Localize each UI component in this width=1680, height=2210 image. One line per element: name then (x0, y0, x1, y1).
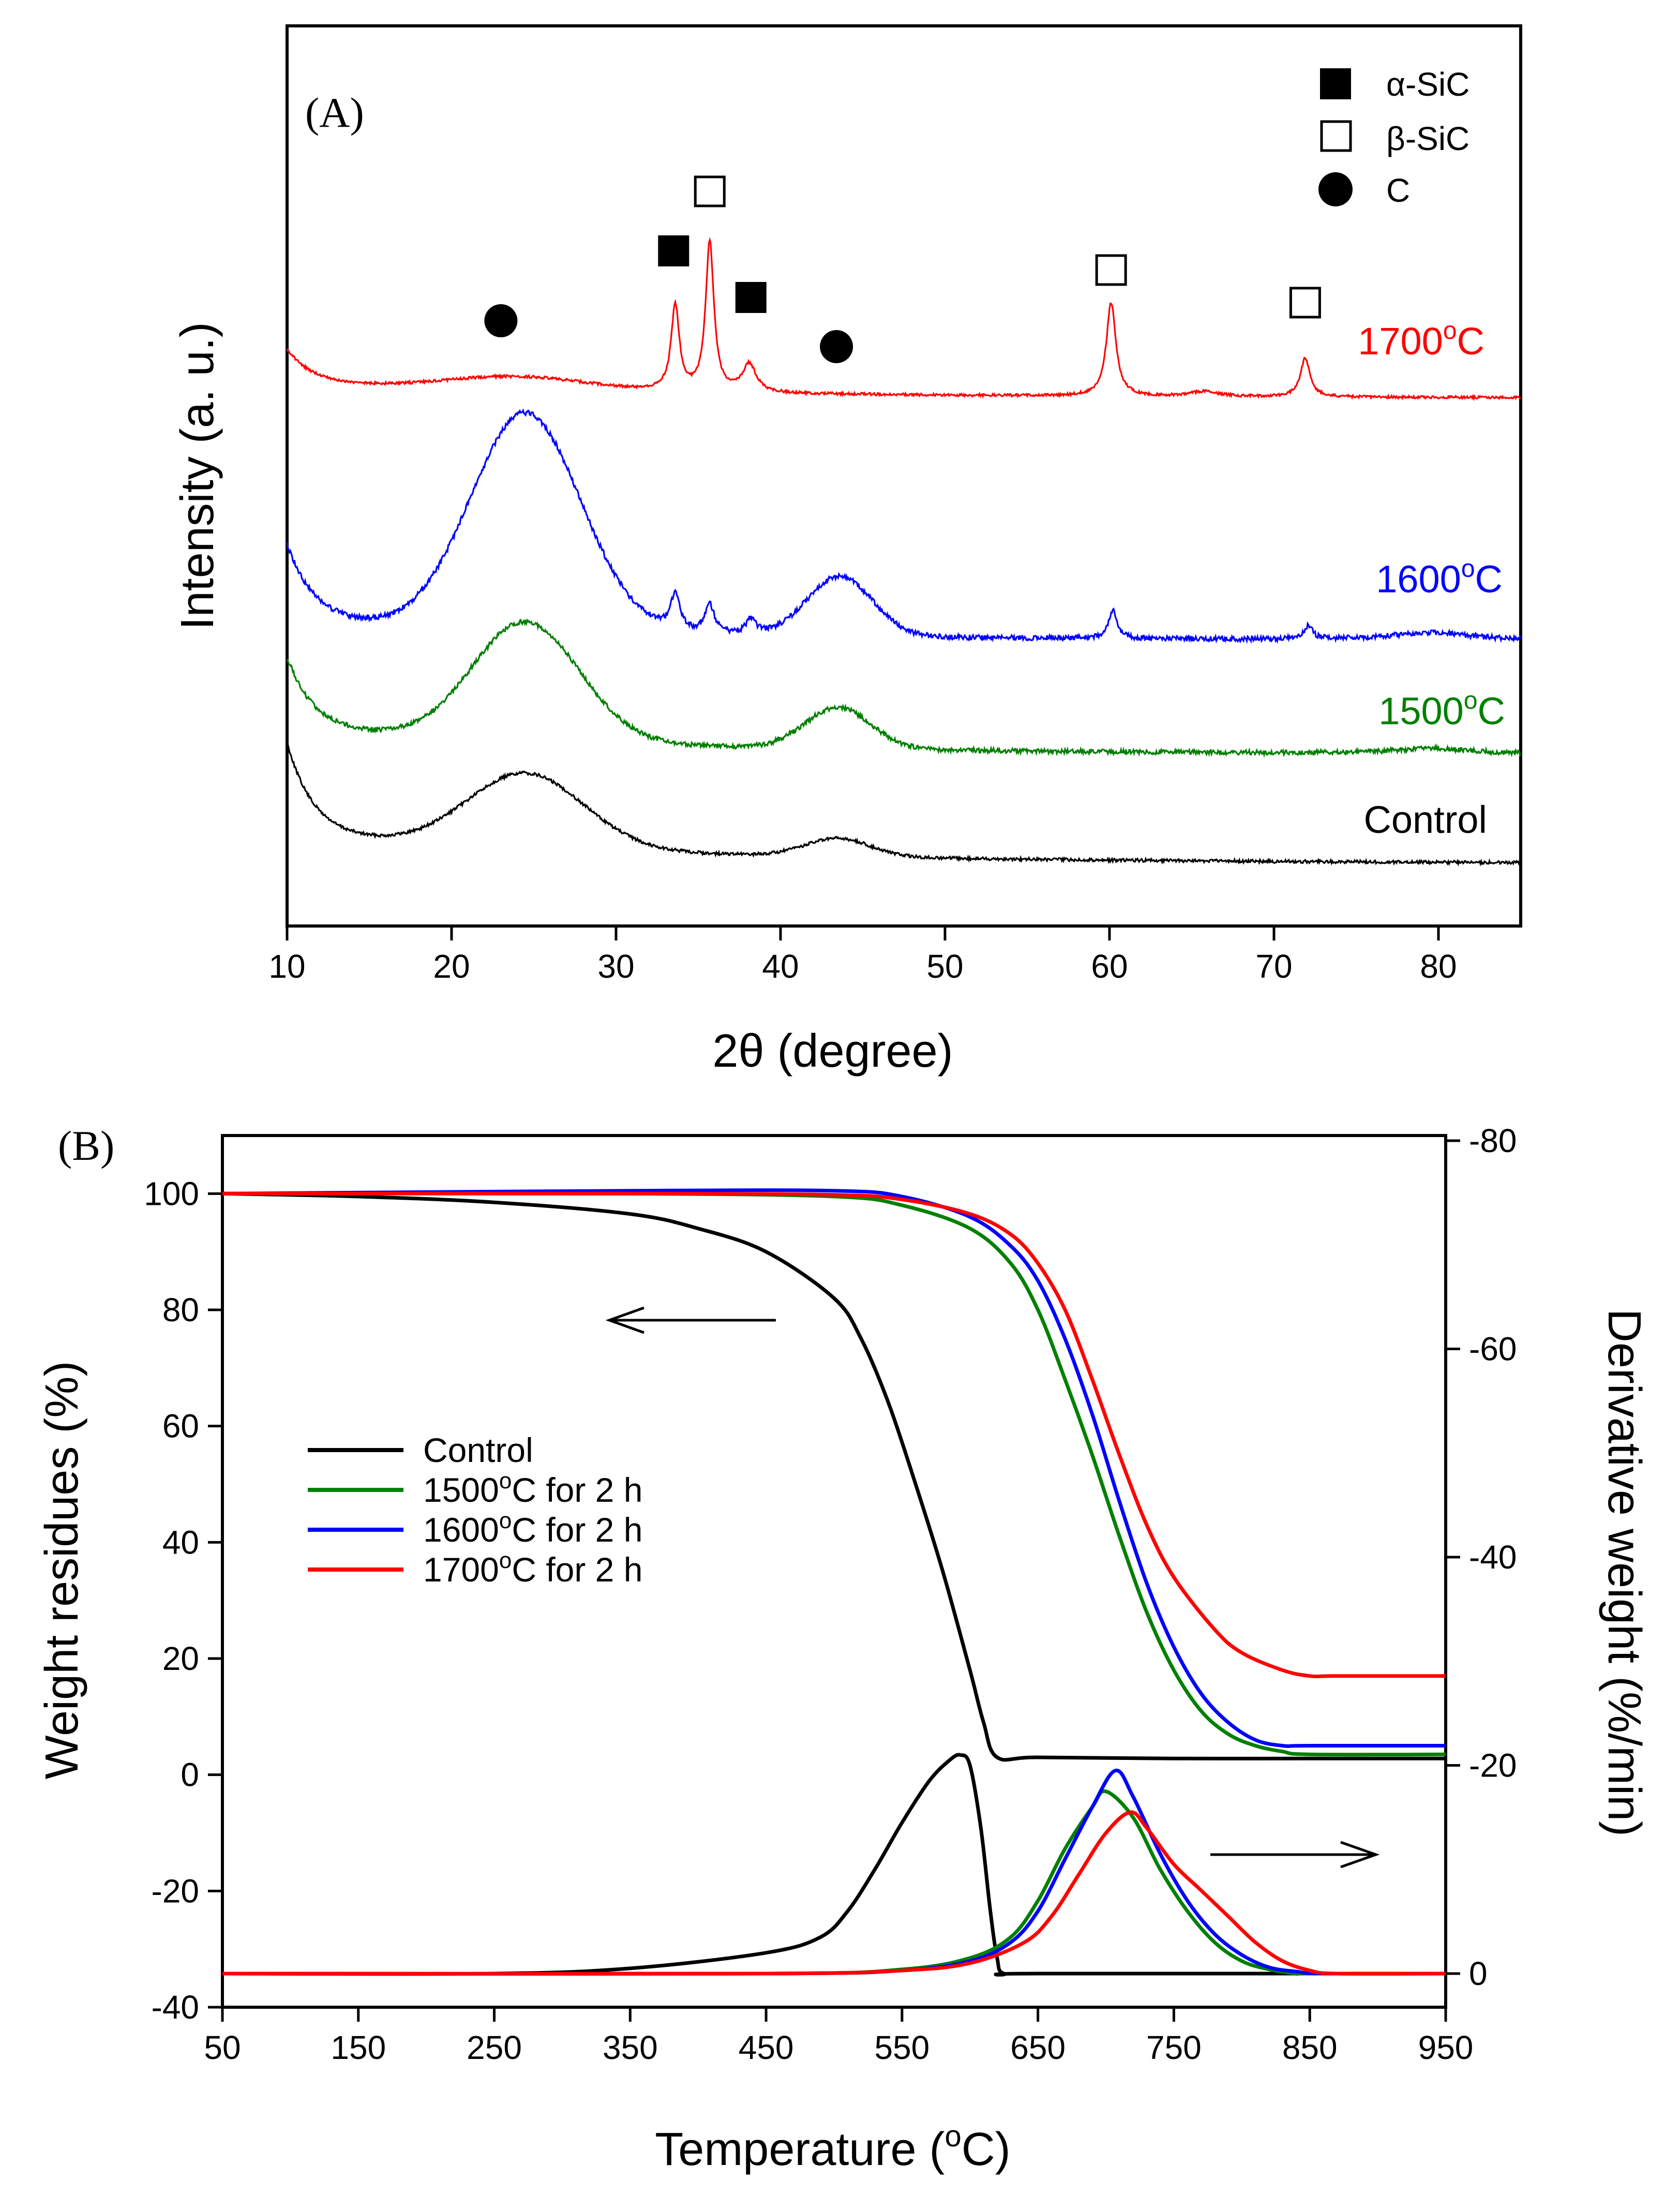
panel-b-left-tick-label: 80 (162, 1291, 199, 1328)
panel-b-left-tick-label: 100 (144, 1175, 199, 1212)
filled-circle-marker (1318, 172, 1353, 206)
dtg-curve (222, 1769, 1446, 1976)
legend-label: 1600oC for 2 h (423, 1508, 642, 1549)
panel-a-x-axis-title: 2θ (degree) (712, 1025, 953, 1077)
panel-a-pattern-line (286, 237, 1521, 401)
panel-b-x-tick-label: 450 (739, 2029, 794, 2066)
panel-a-x-tick-label: 50 (926, 948, 963, 985)
panel-a-y-axis-title: Intensity (a. u.) (172, 322, 223, 630)
phase-legend-label: β-SiC (1386, 120, 1469, 157)
phase-legend: α-SiC β-SiC C (1318, 66, 1469, 209)
panel-b-left-tick-label: 40 (162, 1524, 199, 1561)
beta-sic-peak-marker (694, 175, 726, 207)
panel-b-x-tick-label: 50 (204, 2029, 241, 2066)
panel-b-series (222, 1188, 1446, 1977)
panel-b-right-tick-label: -80 (1469, 1122, 1517, 1159)
panel-b-x-tick-label: 550 (874, 2029, 929, 2066)
panel-a-plot-frame (286, 24, 1522, 928)
panel-b-x-tick-label: 650 (1010, 2029, 1066, 2066)
legend-label: 1700oC for 2 h (423, 1548, 642, 1589)
legend-item-1500: 1500oC for 2 h (308, 1468, 642, 1509)
panel-b-plot-frame (221, 1134, 1447, 2009)
panel-b-right-tick-label: -60 (1469, 1331, 1517, 1368)
beta-sic-peak-marker (1289, 287, 1321, 319)
panel-b-x-tick-label: 350 (603, 2029, 658, 2066)
panel-a-x-tick-label: 70 (1255, 948, 1292, 985)
panel-b-label: (B) (58, 1122, 114, 1169)
panel-b-right-tick-label: 0 (1469, 1955, 1488, 1992)
legend-item-1700: 1700oC for 2 h (308, 1548, 642, 1589)
panel-b-x-axis-title: Temperature (oC) (655, 2119, 1010, 2175)
dtg-curve (222, 1810, 1446, 1976)
filled-square-marker (1320, 68, 1351, 99)
phase-legend-item-alpha-sic: α-SiC (1320, 66, 1469, 103)
panel-a-series (286, 237, 1522, 867)
series-label-1500: 1500oC (1378, 687, 1505, 733)
panel-b-left-tick-label: 0 (181, 1756, 199, 1794)
panel-a-x-tick-label: 80 (1420, 948, 1457, 985)
panel-b-left-tick-label: 60 (162, 1408, 199, 1445)
panel-b-right-axis-title: Derivative weight (%/min) (1598, 1309, 1650, 1836)
panel-a-x-tick-label: 60 (1091, 948, 1128, 985)
panel-a-label: (A) (305, 89, 364, 136)
panel-a-pattern-line (286, 408, 1522, 644)
alpha-sic-peak-marker (658, 235, 689, 266)
tga-curve (222, 1188, 1446, 1748)
tga-curve (222, 1191, 1446, 1679)
alpha-sic-peak-marker (735, 282, 767, 313)
series-label-1700: 1700oC (1358, 317, 1484, 363)
phase-legend-label: α-SiC (1386, 66, 1469, 103)
panel-b-left-tick-label: -40 (152, 1989, 200, 2026)
legend-label: Control (423, 1431, 533, 1469)
left-axis-arrow (605, 1306, 776, 1334)
tga-curve (222, 1191, 1446, 1762)
panel-b-left-axis-title: Weight residues (%) (36, 1361, 88, 1780)
panel-b-right-tick-label: -20 (1469, 1747, 1517, 1784)
panel-a-x-axis: 10 20 30 40 50 60 70 80 (268, 926, 1457, 985)
panel-b: (B) 50 150 250 350 450 550 650 750 850 950 -40 -20 0… (36, 1122, 1650, 2175)
phase-legend-label: C (1386, 172, 1410, 209)
panel-b-x-tick-label: 250 (467, 2029, 522, 2066)
panel-b-axes: 50 150 250 350 450 550 650 750 850 950 -40 -20 0 20 40… (144, 1122, 1517, 2066)
panel-a-x-tick-label: 30 (597, 948, 634, 985)
panel-a-pattern-line (286, 618, 1522, 758)
panel-a-x-tick-label: 10 (268, 948, 305, 985)
dtg-curve (222, 1753, 1446, 1977)
panel-a-x-tick-label: 20 (433, 948, 470, 985)
panel-a: (A) 10 20 30 40 50 60 70 80 2θ (degree) Intensi… (172, 24, 1522, 1077)
panel-b-left-tick-label: 20 (162, 1640, 199, 1677)
panel-a-pattern-line (286, 742, 1521, 867)
panel-b-x-tick-label: 750 (1146, 2029, 1202, 2066)
series-label-control: Control (1363, 798, 1487, 841)
panel-a-x-tick-label: 40 (762, 948, 799, 985)
panel-b-x-tick-label: 150 (331, 2029, 386, 2066)
right-axis-arrow (1210, 1841, 1380, 1869)
panel-b-right-tick-label: -40 (1469, 1539, 1517, 1576)
carbon-peak-marker (484, 304, 518, 337)
legend-item-1600: 1600oC for 2 h (308, 1508, 642, 1549)
tga-curve (222, 1191, 1446, 1757)
panel-b-x-tick-label: 850 (1282, 2029, 1338, 2066)
open-square-marker (1320, 120, 1352, 152)
panel-b-legend: Control 1500oC for 2 h 1600oC for 2 h 17… (308, 1431, 642, 1589)
panel-b-x-tick-label: 950 (1418, 2029, 1474, 2066)
legend-label: 1500oC for 2 h (423, 1468, 642, 1509)
carbon-peak-marker (820, 330, 853, 363)
panel-b-left-tick-label: -20 (152, 1872, 200, 1909)
legend-item-control: Control (308, 1431, 533, 1469)
phase-legend-item-beta-sic: β-SiC (1320, 120, 1469, 157)
series-label-1600: 1600oC (1376, 555, 1503, 601)
beta-sic-peak-marker (1095, 254, 1127, 286)
phase-legend-item-carbon: C (1318, 172, 1410, 209)
panel-a-peak-markers (484, 175, 1321, 363)
